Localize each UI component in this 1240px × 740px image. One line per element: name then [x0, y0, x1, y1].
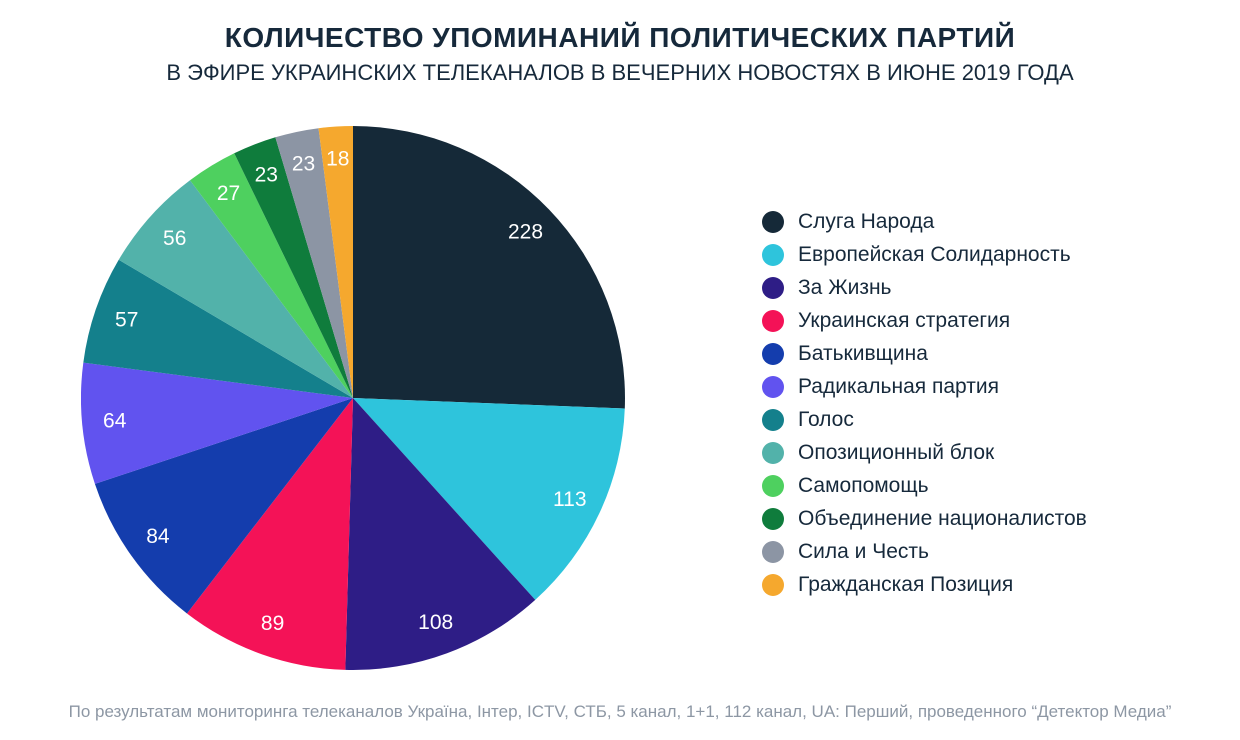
legend-color-dot — [762, 243, 784, 266]
legend-item-label: Опозиционный блок — [798, 440, 995, 464]
legend-item-label: Европейская Солидарность — [798, 242, 1071, 266]
legend-item-label: Объединение националистов — [798, 506, 1087, 530]
pie-chart-svg: 228 113 108 89 84 64 57 56 27 23 23 18 — [81, 126, 625, 670]
pie-slice-value-label: 56 — [163, 227, 186, 250]
legend-item-label: Слуга Народа — [798, 209, 935, 233]
legend-color-dot — [762, 573, 784, 596]
pie-slice — [83, 259, 353, 398]
pie-slice — [353, 126, 625, 409]
legend-item: Объединение националистов — [762, 502, 1222, 535]
legend-color-dot — [762, 375, 784, 398]
legend-color-dot — [762, 474, 784, 497]
legend-item: Сила и Честь — [762, 535, 1222, 568]
pie-slice — [318, 126, 353, 398]
pie-slice — [118, 180, 353, 398]
pie-slice-value-label: 57 — [115, 309, 138, 332]
legend-item-label: За Жизнь — [798, 275, 892, 299]
legend-item: Украинская стратегия — [762, 304, 1222, 337]
pie-slice-value-label: 64 — [103, 409, 127, 432]
page-title: КОЛИЧЕСТВО УПОМИНАНИЙ ПОЛИТИЧЕСКИХ ПАРТИ… — [224, 22, 1016, 53]
pie-slice-value-label: 23 — [255, 163, 278, 186]
legend-color-dot — [762, 342, 784, 365]
pie-slice — [275, 128, 353, 398]
legend-item-label: Голос — [798, 407, 854, 431]
legend: Слуга Народа Европейская Солидарность За Ж… — [762, 205, 1222, 601]
legend-item: Европейская Солидарность — [762, 238, 1222, 271]
pie-slice-value-label: 27 — [217, 182, 240, 205]
legend-item: За Жизнь — [762, 271, 1222, 304]
pie-slice-value-label: 23 — [292, 152, 315, 175]
page-subtitle: В ЭФИРЕ УКРАИНСКИХ ТЕЛЕКАНАЛОВ В ВЕЧЕРНИ… — [166, 60, 1074, 85]
pie-slice — [353, 398, 625, 600]
pie-slice-value-label: 113 — [553, 488, 586, 511]
legend-color-dot — [762, 276, 784, 299]
legend-color-dot — [762, 540, 784, 563]
pie-slice — [81, 362, 354, 484]
legend-item-label: Гражданская Позиция — [798, 572, 1014, 596]
legend-item: Батькивщина — [762, 337, 1222, 370]
pie-slice — [186, 398, 353, 670]
legend-item-label: Украинская стратегия — [798, 308, 1011, 332]
legend-color-dot — [762, 441, 784, 464]
legend-item: Опозиционный блок — [762, 436, 1222, 469]
legend-item-label: Радикальная партия — [798, 374, 999, 398]
legend-item: Голос — [762, 403, 1222, 436]
pie-slice-value-label: 89 — [261, 612, 284, 635]
pie-slice — [345, 398, 536, 670]
legend-item: Радикальная партия — [762, 370, 1222, 403]
pie-slice-value-label: 84 — [146, 525, 170, 548]
legend-item-label: Самопомощь — [798, 473, 929, 497]
legend-item: Самопомощь — [762, 469, 1222, 502]
pie-slice — [190, 153, 353, 398]
footer-source-note: По результатам мониторинга телеканалов У… — [68, 702, 1172, 721]
pie-slice-value-label: 18 — [326, 148, 349, 171]
legend-color-dot — [762, 309, 784, 332]
legend-item: Гражданская Позиция — [762, 568, 1222, 601]
legend-item-label: Батькивщина — [798, 341, 928, 365]
pie-slice — [94, 398, 353, 614]
legend-item: Слуга Народа — [762, 205, 1222, 238]
legend-item-label: Сила и Честь — [798, 539, 929, 563]
pie-slice-value-label: 228 — [508, 221, 543, 244]
legend-color-dot — [762, 210, 784, 233]
legend-color-dot — [762, 408, 784, 431]
pie-slice — [234, 137, 353, 398]
pie-slice-value-label: 108 — [418, 611, 453, 634]
legend-color-dot — [762, 507, 784, 530]
pie-chart: 228 113 108 89 84 64 57 56 27 23 23 18 — [81, 126, 625, 670]
